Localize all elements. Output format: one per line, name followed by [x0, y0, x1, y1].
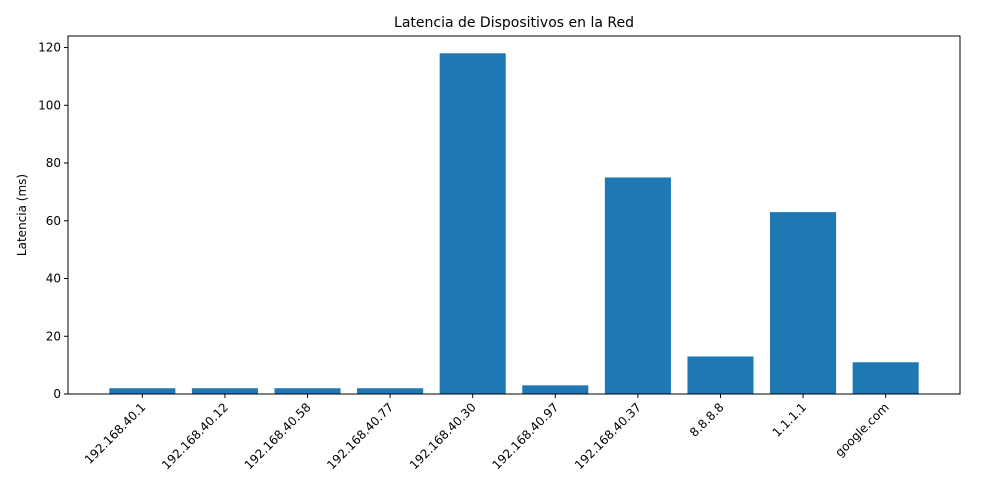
y-tick-label: 80 — [46, 156, 61, 170]
plot-frame — [67, 35, 961, 395]
bar-192-168-40-30 — [439, 53, 506, 395]
bar-192-168-40-58 — [274, 388, 341, 394]
x-tick-label: 192.168.40.12 — [159, 400, 231, 472]
x-tick-label: 192.168.40.97 — [489, 400, 561, 472]
bar-192-168-40-37 — [604, 177, 671, 394]
y-tick-label: 120 — [38, 41, 61, 55]
x-tick-label: 192.168.40.1 — [82, 400, 149, 467]
y-axis: 0 20 40 60 80 100 120 — [38, 41, 68, 401]
bar-192-168-40-1 — [109, 388, 176, 394]
bars-group — [109, 53, 919, 395]
x-axis: 192.168.40.1 192.168.40.12 192.168.40.58 19… — [82, 394, 892, 472]
x-tick-label: 192.168.40.58 — [242, 400, 314, 472]
y-tick-label: 0 — [53, 387, 61, 401]
bar-1-1-1-1 — [770, 212, 837, 394]
bar-192-168-40-77 — [357, 388, 424, 394]
bar-google-com — [852, 362, 919, 394]
y-axis-label: Latencia (ms) — [15, 174, 29, 256]
bar-192-168-40-12 — [191, 388, 258, 394]
y-tick-label: 60 — [46, 214, 61, 228]
x-tick-label: 8.8.8.8 — [687, 400, 727, 440]
x-tick-label: 192.168.40.30 — [407, 400, 479, 472]
x-tick-label: 192.168.40.77 — [324, 400, 396, 472]
y-tick-label: 20 — [46, 329, 61, 343]
bar-192-168-40-97 — [522, 385, 589, 394]
bar-8-8-8-8 — [687, 356, 754, 394]
y-tick-label: 40 — [46, 272, 61, 286]
x-tick-label: 192.168.40.37 — [572, 400, 644, 472]
x-tick-label: google.com — [832, 400, 891, 459]
x-tick-label: 1.1.1.1 — [770, 400, 810, 440]
y-tick-label: 100 — [38, 98, 61, 112]
chart-title: Latencia de Dispositivos en la Red — [394, 15, 634, 31]
